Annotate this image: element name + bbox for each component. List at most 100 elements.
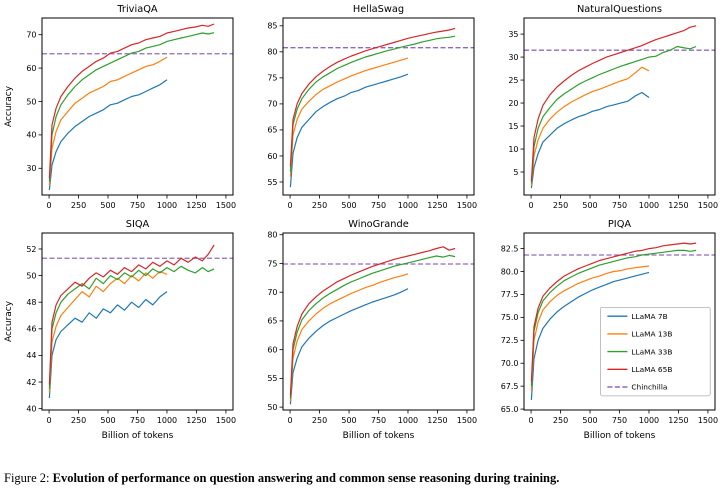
chart-title: NaturalQuestions — [577, 4, 662, 15]
x-tick-label: 750 — [130, 416, 145, 425]
y-tick-label: 70.0 — [501, 359, 519, 368]
y-axis-ticks: 5 10 15 20 25 30 35 — [508, 30, 524, 177]
x-axis-ticks: 0 250 500 750 1000 1250 1500 — [529, 195, 718, 210]
y-axis-ticks: 30 40 50 60 70 — [26, 30, 42, 173]
y-tick-label: 65 — [267, 317, 277, 326]
y-tick-label: 25 — [508, 76, 518, 85]
y-tick-label: 70 — [26, 30, 36, 39]
plot-background — [42, 18, 233, 195]
x-tick-label: 1500 — [457, 416, 477, 425]
figure-caption: Figure 2: Evolution of performance on qu… — [0, 465, 723, 486]
x-tick-label: 1250 — [668, 201, 688, 210]
series-llama-13b-line — [48, 270, 168, 393]
x-axis-ticks: 0 250 500 750 1000 1250 1500 — [47, 195, 236, 210]
series-llama-13b-line — [48, 56, 168, 186]
y-tick-label: 10 — [508, 145, 518, 154]
x-tick-label: 750 — [371, 201, 386, 210]
plot-background — [283, 233, 474, 410]
y-tick-label: 35 — [508, 30, 518, 39]
caption-label: Figure 2: — [4, 471, 53, 485]
y-tick-label: 15 — [508, 122, 518, 131]
x-tick-label: 0 — [529, 416, 534, 425]
plot-frame — [282, 232, 475, 411]
x-axis-ticks: 0 250 500 750 1000 1250 1500 — [529, 410, 718, 425]
chart-triviaqa: 0 250 500 750 1000 1250 1500 30 40 50 60 70 TriviaQA… — [4, 4, 236, 210]
x-axis-ticks: 0 250 500 750 1000 1250 1500 — [47, 410, 236, 425]
x-tick-label: 500 — [582, 201, 597, 210]
plot-frame — [41, 17, 234, 196]
series-llama-7b-line — [530, 271, 650, 400]
y-axis-label: Accuracy — [4, 300, 14, 342]
series-llama-65b-line — [289, 246, 456, 396]
x-tick-label: 500 — [100, 416, 115, 425]
chart-piqa: 0 250 500 750 1000 1250 1500 65.0 67.5 70.0 72.5 75… — [501, 219, 718, 441]
plot-frame — [282, 17, 475, 196]
series-llama-7b-line — [289, 288, 409, 405]
x-tick-label: 500 — [582, 416, 597, 425]
y-axis-ticks: 55 60 65 70 75 80 85 — [267, 22, 283, 187]
y-tick-label: 40 — [26, 404, 36, 413]
series-llama-65b-line — [530, 25, 697, 182]
legend-label-llama-13b: LLaMA 13B — [631, 330, 672, 339]
x-tick-label: 1000 — [639, 201, 659, 210]
x-tick-label: 500 — [341, 201, 356, 210]
series-llama-65b-line — [48, 244, 215, 385]
x-tick-label: 1000 — [639, 416, 659, 425]
y-tick-label: 80 — [267, 48, 277, 57]
caption-text: Evolution of performance on question ans… — [52, 471, 560, 485]
series-llama-33b-line — [530, 45, 697, 184]
y-tick-label: 60 — [26, 64, 36, 73]
x-tick-label: 1000 — [398, 416, 418, 425]
series-llama-7b-line — [530, 91, 650, 189]
x-tick-label: 250 — [312, 416, 327, 425]
chart-siqa: 0 250 500 750 1000 1250 1500 40 42 44 46 48 50 52 SIQA… — [4, 219, 236, 441]
y-tick-label: 5 — [513, 168, 518, 177]
x-tick-label: 250 — [553, 416, 568, 425]
x-tick-label: 0 — [288, 416, 293, 425]
legend-label-llama-65b: LLaMA 65B — [631, 365, 672, 374]
x-tick-label: 1500 — [216, 201, 236, 210]
x-tick-label: 0 — [47, 201, 52, 210]
charts-grid: 0 250 500 750 1000 1250 1500 30 40 50 60 70 TriviaQA… — [4, 4, 718, 441]
y-tick-label: 55 — [267, 178, 277, 187]
y-tick-label: 72.5 — [501, 336, 519, 345]
series-llama-33b-line — [530, 249, 697, 387]
y-tick-label: 70 — [267, 288, 277, 297]
y-tick-label: 77.5 — [501, 290, 519, 299]
x-tick-label: 1250 — [186, 201, 206, 210]
x-tick-label: 1250 — [427, 201, 447, 210]
x-axis-ticks: 0 250 500 750 1000 1250 1500 — [288, 410, 477, 425]
series-llama-33b-line — [289, 35, 456, 172]
y-tick-label: 67.5 — [501, 382, 519, 391]
chart-hellaswag: 0 250 500 750 1000 1250 1500 55 60 65 70 75 80 85 Hell… — [267, 4, 477, 210]
y-tick-label: 30 — [508, 53, 518, 62]
y-tick-label: 50 — [267, 403, 277, 412]
y-tick-label: 40 — [26, 131, 36, 140]
series-llama-7b-line — [48, 291, 168, 399]
series-llama-65b-line — [530, 242, 697, 382]
legend: LLaMA 7B LLaMA 13B LLaMA 33B LLaMA 65B Chinc… — [600, 306, 711, 397]
legend-box — [600, 306, 711, 397]
series-llama-33b-line — [48, 32, 215, 182]
plot-background — [524, 18, 715, 195]
series-llama-7b-line — [289, 73, 409, 188]
series-llama-33b-line — [48, 265, 215, 389]
series-llama-13b-line — [530, 66, 650, 186]
y-tick-label: 48 — [26, 298, 36, 307]
plot-background — [283, 18, 474, 195]
x-tick-label: 0 — [47, 416, 52, 425]
chart-winogrande: 0 250 500 750 1000 1250 1500 50 55 60 65 70 75 80 Wino… — [267, 219, 477, 441]
plot-frame — [41, 232, 234, 411]
chart-title: SIQA — [126, 219, 150, 230]
y-tick-label: 65 — [267, 126, 277, 135]
x-tick-label: 250 — [312, 201, 327, 210]
series-llama-33b-line — [289, 254, 456, 399]
y-axis-ticks: 40 42 44 46 48 50 52 — [26, 245, 42, 413]
x-tick-label: 250 — [71, 416, 86, 425]
x-tick-label: 1500 — [216, 416, 236, 425]
y-tick-label: 20 — [508, 99, 518, 108]
y-tick-label: 75.0 — [501, 313, 519, 322]
series-llama-13b-line — [289, 273, 409, 402]
y-tick-label: 65.0 — [501, 405, 519, 414]
